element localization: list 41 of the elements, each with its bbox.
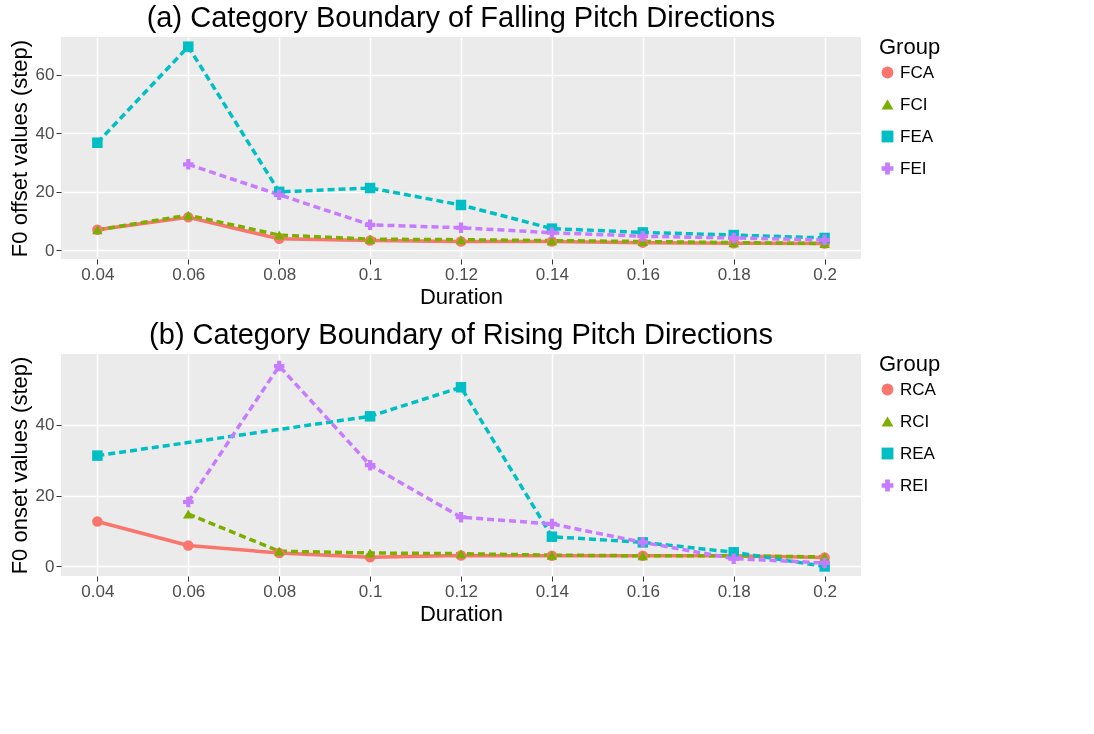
x-tick-label: 0.2 bbox=[813, 264, 837, 284]
chart-title: (a) Category Boundary of Falling Pitch Directions bbox=[146, 1, 776, 33]
x-tick-label: 0.08 bbox=[263, 264, 297, 284]
y-axis-title: F0 offset values (step) bbox=[6, 39, 32, 258]
x-tick-label: 0.04 bbox=[81, 264, 115, 284]
x-tick-label: 0.04 bbox=[81, 581, 115, 601]
y-tick-label: 0 bbox=[45, 240, 55, 260]
x-tick-label: 0.08 bbox=[263, 581, 297, 601]
x-tick-label: 0.06 bbox=[172, 581, 206, 601]
legend-label: FCA bbox=[900, 62, 935, 82]
y-axis-title: F0 onset values (step) bbox=[6, 356, 32, 575]
legend-label: FEA bbox=[900, 126, 934, 146]
x-axis-title: Duration bbox=[419, 283, 504, 309]
y-tick-label: 20 bbox=[35, 486, 55, 506]
x-tick-label: 0.14 bbox=[535, 264, 569, 284]
chart-title: (b) Category Boundary of Rising Pitch Directions bbox=[149, 318, 773, 350]
x-tick-label: 0.1 bbox=[358, 581, 383, 601]
legend-title: Group bbox=[879, 351, 941, 376]
legend-label: RCA bbox=[900, 379, 937, 399]
x-tick-label: 0.16 bbox=[626, 264, 660, 284]
x-tick-label: 0.16 bbox=[626, 581, 660, 601]
legend-label: RCI bbox=[900, 411, 930, 431]
x-tick-label: 0.12 bbox=[444, 581, 479, 601]
legend-title: Group bbox=[879, 34, 941, 59]
x-axis-title: Duration bbox=[419, 600, 504, 626]
y-tick-label: 0 bbox=[45, 556, 55, 576]
legend-label: FCI bbox=[900, 94, 928, 114]
y-tick-label: 40 bbox=[35, 415, 55, 435]
x-tick-label: 0.12 bbox=[444, 264, 479, 284]
y-tick-label: 60 bbox=[35, 65, 55, 85]
legend-label: REA bbox=[900, 443, 936, 463]
y-tick-label: 20 bbox=[35, 182, 55, 202]
y-tick-label: 40 bbox=[35, 123, 55, 143]
x-tick-label: 0.14 bbox=[535, 581, 569, 601]
x-tick-label: 0.18 bbox=[717, 264, 751, 284]
legend-label: REI bbox=[900, 475, 929, 495]
x-tick-label: 0.2 bbox=[813, 581, 837, 601]
legend-label: FEI bbox=[900, 158, 927, 178]
x-tick-label: 0.1 bbox=[358, 264, 383, 284]
x-tick-label: 0.06 bbox=[172, 264, 206, 284]
x-tick-label: 0.18 bbox=[717, 581, 751, 601]
